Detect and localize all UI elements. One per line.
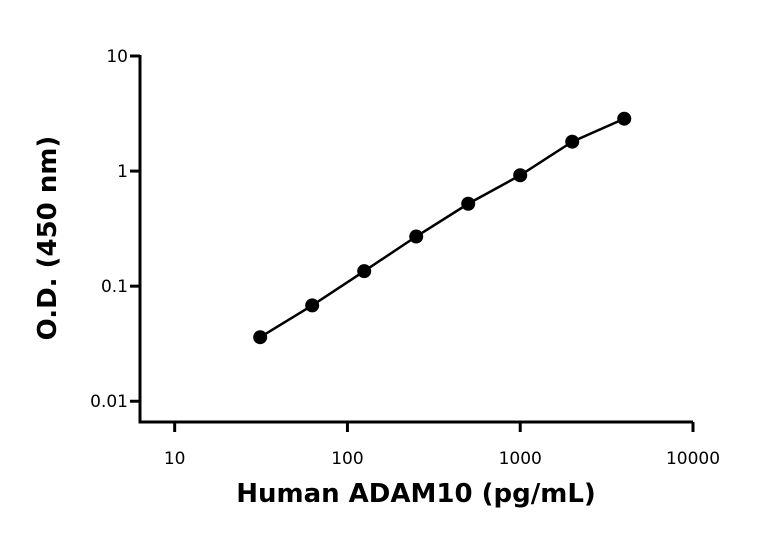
fit-line <box>259 117 625 339</box>
y-tick-label: 10 <box>106 47 128 67</box>
y-axis-title: O.D. (450 nm) <box>33 136 63 341</box>
x-axis-title: Human ADAM10 (pg/mL) <box>236 479 596 509</box>
x-tick-label: 1000 <box>499 449 542 469</box>
y-tick-label: 0.1 <box>101 277 128 297</box>
data-point <box>617 111 632 126</box>
data-point <box>565 134 580 149</box>
data-point <box>513 168 528 183</box>
y-tick-label: 1 <box>117 162 128 182</box>
data-point <box>409 229 424 244</box>
x-tick-label: 100 <box>331 449 363 469</box>
data-point <box>461 196 476 211</box>
x-tick-label: 10000 <box>666 449 720 469</box>
data-point <box>253 330 268 345</box>
data-point <box>305 298 320 313</box>
data-point <box>357 264 372 279</box>
y-tick-label: 0.01 <box>90 392 128 412</box>
x-tick-label: 10 <box>164 449 186 469</box>
